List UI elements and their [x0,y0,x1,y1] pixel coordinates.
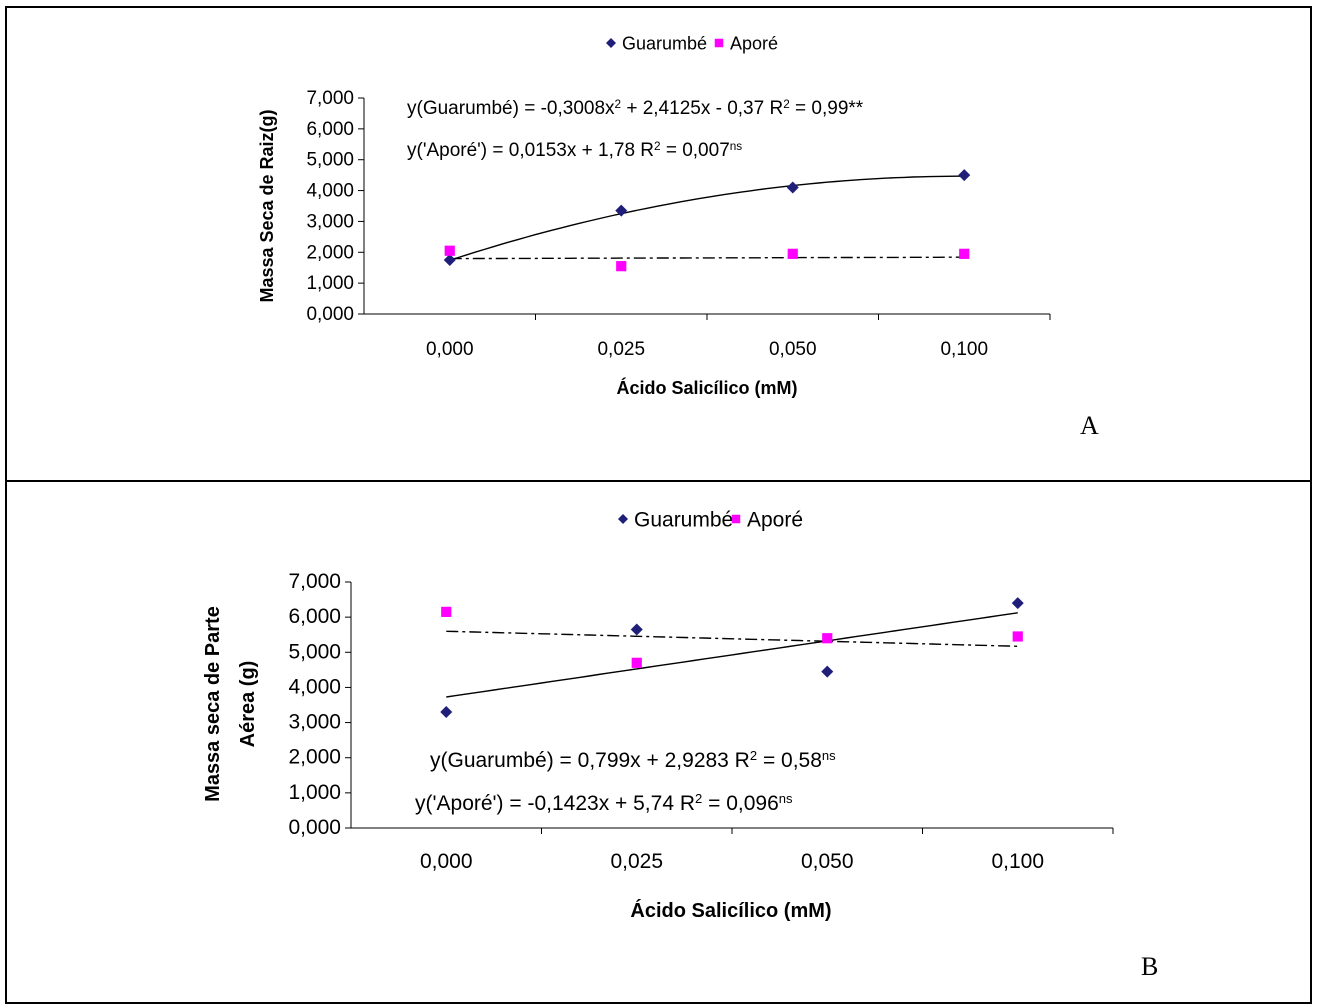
equation-text: y('Aporé') = 0,0153x + 1,78 R [407,140,654,161]
equation-text: = 0,58 [757,749,822,772]
equation-text: y(Guarumbé) = -0,3008x [407,98,615,119]
y-tick-label: 0,000 [306,304,354,325]
point-apore [616,261,627,272]
point-apore [787,248,798,259]
point-guarumbe [630,623,643,636]
equation-text: + 2,4125x - 0,37 R [621,98,783,119]
point-guarumbe [821,665,834,678]
x-tick-label: 0,100 [991,850,1044,873]
chart-a-svg: 0,000 1,000 2,000 3,000 4,000 5,000 6,000 7,000… [257,33,1099,440]
point-guarumbe [440,706,453,719]
equation-superscript: ns [779,791,793,806]
chart-panel-a: 0,000 1,000 2,000 3,000 4,000 5,000 6,000 7,000… [5,6,1312,482]
equation-text: y(Guarumbé) = 0,799x + 2,9283 R [430,749,750,772]
y-axis-title: Massa seca de Parte [202,606,224,802]
x-tick-label: 0,025 [597,339,645,360]
y-tick-label: 2,000 [288,746,341,769]
x-tick-label: 0,050 [801,850,854,873]
legend-label: Aporé [747,508,803,531]
equation-superscript: 2 [783,98,790,111]
y-tick-label: 5,000 [306,150,354,171]
equation-superscript: ns [822,748,836,763]
point-guarumbe [615,204,628,217]
trendline-equation: y('Aporé') = -0,1423x + 5,74 R2 = 0,096n… [415,791,793,816]
trendline-guarumb [449,175,965,261]
x-tick-label: 0,025 [610,850,663,873]
point-guarumbe [443,254,456,266]
x-tick-label: 0,000 [420,850,473,873]
y-tick-label: 7,000 [306,88,354,109]
trendline-equation: y('Aporé') = 0,0153x + 1,78 R2 = 0,007ns [407,140,742,162]
equation-text: y('Aporé') = -0,1423x + 5,74 R [415,792,695,815]
trendline-equation: y(Guarumbé) = 0,799x + 2,9283 R2 = 0,58n… [430,748,836,773]
y-tick-label: 4,000 [306,181,354,202]
legend-marker-guarumbe [618,514,628,524]
y-axis-title: Massa Seca de Raiz(g) [257,109,277,302]
point-apore [441,606,452,617]
trendline-guarumb [446,612,1018,698]
y-tick-label: 3,000 [288,711,341,734]
legend-marker-guarumbe [606,38,616,48]
x-tick-label: 0,100 [940,339,988,360]
trendline-apor [446,630,1018,647]
point-apore [631,657,642,668]
equation-text: = 0,096 [702,792,778,815]
y-axis-title: Aérea (g) [237,661,259,748]
panel-label: A [1080,411,1099,440]
chart-b-svg: 0,000 1,000 2,000 3,000 4,000 5,000 6,000 7,000… [202,508,1158,981]
y-tick-label: 1,000 [306,273,354,294]
y-tick-label: 2,000 [306,242,354,263]
chart-panel-b: 0,000 1,000 2,000 3,000 4,000 5,000 6,000 7,000… [5,480,1312,1004]
y-tick-label: 7,000 [288,570,341,593]
point-guarumbe [1011,597,1024,610]
legend-label: Guarumbé [622,33,707,53]
equation-superscript: 2 [695,791,702,806]
equation-text: = 0,007 [661,140,730,161]
legend-label: Aporé [730,33,778,53]
legend-marker-apore [731,514,741,524]
y-tick-label: 6,000 [306,119,354,140]
y-tick-label: 3,000 [306,211,354,232]
trendline-equation: y(Guarumbé) = -0,3008x2 + 2,4125x - 0,37… [407,98,864,120]
x-axis-title: Ácido Salicílico (mM) [630,899,831,922]
point-apore [444,245,455,256]
legend-label: Guarumbé [634,508,733,531]
point-apore [1012,631,1023,642]
trendline-apor [449,256,965,260]
equation-text: = 0,99** [790,98,864,119]
equation-superscript: 2 [750,748,757,763]
point-apore [959,248,970,259]
x-tick-label: 0,050 [769,339,817,360]
point-guarumbe [958,169,971,182]
x-tick-label: 0,000 [426,339,474,360]
legend-marker-apore [714,38,724,48]
point-guarumbe [786,181,799,194]
y-tick-label: 6,000 [288,605,341,628]
y-tick-label: 1,000 [288,781,341,804]
y-tick-label: 5,000 [288,640,341,663]
y-tick-label: 0,000 [288,816,341,839]
x-axis-title: Ácido Salicílico (mM) [616,377,797,398]
equation-superscript: 2 [615,98,622,111]
panel-label: B [1141,952,1158,981]
point-apore [822,633,833,644]
equation-superscript: ns [730,140,743,153]
equation-superscript: 2 [654,140,661,153]
y-tick-label: 4,000 [288,675,341,698]
